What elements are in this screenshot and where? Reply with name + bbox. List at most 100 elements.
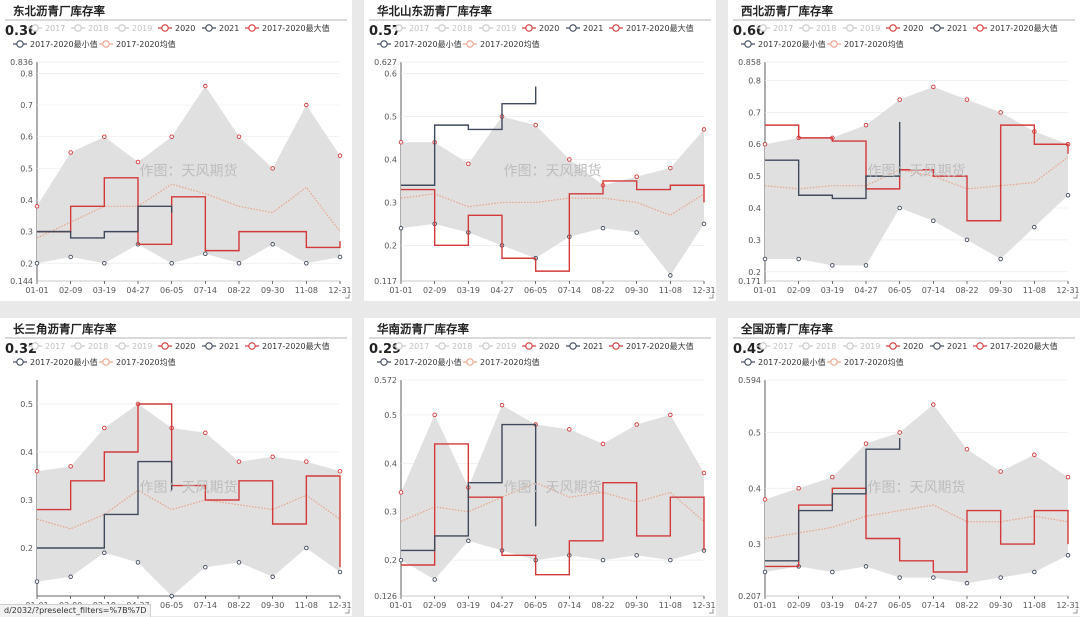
y-tick-label: 0.5 (20, 164, 33, 173)
legend-item-2017-2020最小值[interactable]: 2017-2020最小值 (741, 39, 826, 49)
svg-text:2017: 2017 (409, 342, 429, 351)
legend-item-2021[interactable]: 2021 (202, 342, 239, 351)
legend-item-2017-2020最小值[interactable]: 2017-2020最小值 (13, 357, 98, 367)
max-point (897, 430, 902, 435)
legend-item-2017[interactable]: 2017 (756, 342, 793, 351)
legend-item-2021[interactable]: 2021 (566, 24, 603, 33)
legend-item-2017[interactable]: 2017 (392, 342, 429, 351)
legend-item-2017[interactable]: 2017 (392, 24, 429, 33)
svg-text:2021: 2021 (583, 342, 603, 351)
legend-item-2020[interactable]: 2020 (158, 342, 195, 351)
legend-item-2021[interactable]: 2021 (930, 24, 967, 33)
legend-item-2020[interactable]: 2020 (522, 24, 559, 33)
legend-item-2021[interactable]: 2021 (202, 24, 239, 33)
y-tick-label: 0.2 (20, 544, 33, 553)
legend-item-2017-2020均值[interactable]: 2017-2020均值 (827, 357, 904, 367)
y-tick-label: 0.3 (20, 228, 33, 237)
max-point (398, 490, 404, 495)
x-tick-label: 02-09 (423, 601, 446, 610)
legend-item-2017-2020最大值[interactable]: 2017-2020最大值 (245, 341, 330, 351)
chart-panel-national: 全国沥青厂库存率 0.49 2017 2018 2019 2020 2021 2017-202… (728, 318, 1080, 616)
x-tick-label: 06-05 (524, 601, 547, 610)
legend-item-2020[interactable]: 2020 (522, 342, 559, 351)
svg-text:2019: 2019 (132, 24, 152, 33)
legend-item-2019[interactable]: 2019 (479, 24, 516, 33)
legend-item-2017-2020最大值[interactable]: 2017-2020最大值 (609, 341, 694, 351)
legend-item-2017-2020均值[interactable]: 2017-2020均值 (463, 39, 540, 49)
min-point (135, 560, 141, 565)
legend-item-2017-2020均值[interactable]: 2017-2020均值 (827, 39, 904, 49)
max-point (533, 122, 538, 128)
svg-text:2017-2020均值: 2017-2020均值 (480, 39, 540, 49)
legend-item-2021[interactable]: 2021 (566, 342, 603, 351)
legend-item-2017[interactable]: 2017 (28, 24, 65, 33)
y-tick-label: 0.858 (738, 58, 761, 67)
min-point (203, 251, 208, 257)
series-2021-line (37, 460, 173, 549)
svg-text:2021: 2021 (947, 342, 967, 351)
legend-item-2017-2020最小值[interactable]: 2017-2020最小值 (377, 357, 462, 367)
legend-item-2018[interactable]: 2018 (71, 342, 108, 351)
legend-item-2017-2020均值[interactable]: 2017-2020均值 (463, 357, 540, 367)
resize-handle-icon[interactable] (345, 609, 350, 614)
resize-handle-icon[interactable] (709, 294, 714, 299)
x-tick-label: 11-08 (659, 601, 682, 610)
x-tick-label: 08-22 (227, 286, 250, 295)
min-point (897, 575, 902, 580)
resize-handle-icon[interactable] (709, 609, 714, 614)
min-point (634, 230, 639, 235)
min-point (466, 538, 471, 544)
legend-item-2020[interactable]: 2020 (158, 24, 195, 33)
chart-title: 华北山东沥青厂库存率 (377, 4, 492, 18)
chart-title: 全国沥青厂库存率 (740, 322, 833, 336)
y-tick-label: 0.4 (384, 155, 397, 164)
legend-item-2017-2020最小值[interactable]: 2017-2020最小值 (377, 39, 462, 49)
resize-handle-icon[interactable] (1073, 609, 1078, 614)
legend-item-2017-2020均值[interactable]: 2017-2020均值 (99, 357, 176, 367)
x-tick-label: 09-30 (261, 601, 284, 610)
legend-item-2020[interactable]: 2020 (886, 24, 923, 33)
legend-item-2018[interactable]: 2018 (799, 342, 836, 351)
x-tick-label: 08-22 (955, 601, 978, 610)
legend-item-2017-2020均值[interactable]: 2017-2020均值 (99, 39, 176, 49)
x-tick-label: 11-08 (295, 601, 318, 610)
legend-item-2019[interactable]: 2019 (843, 342, 880, 351)
legend-item-2018[interactable]: 2018 (435, 342, 472, 351)
legend-item-2020[interactable]: 2020 (886, 342, 923, 351)
svg-text:2017-2020均值: 2017-2020均值 (116, 39, 176, 49)
x-tick-label: 11-08 (295, 286, 318, 295)
legend-item-2017-2020最大值[interactable]: 2017-2020最大值 (609, 23, 694, 33)
y-tick-label: 0.126 (374, 592, 397, 601)
legend-item-2018[interactable]: 2018 (435, 24, 472, 33)
min-point (897, 205, 902, 211)
legend-item-2021[interactable]: 2021 (930, 342, 967, 351)
legend-item-2017-2020最大值[interactable]: 2017-2020最大值 (973, 23, 1058, 33)
max-point (68, 464, 73, 469)
legend-item-2017-2020最小值[interactable]: 2017-2020最小值 (13, 39, 98, 49)
resize-handle-icon[interactable] (1073, 294, 1078, 299)
legend-item-2017-2020最小值[interactable]: 2017-2020最小值 (741, 357, 826, 367)
legend-item-2018[interactable]: 2018 (71, 24, 108, 33)
legend-item-2019[interactable]: 2019 (843, 24, 880, 33)
legend-item-2017[interactable]: 2017 (756, 24, 793, 33)
legend-item-2019[interactable]: 2019 (479, 342, 516, 351)
x-tick-label: 03-19 (457, 601, 480, 610)
resize-handle-icon[interactable] (345, 294, 350, 299)
legend-item-2019[interactable]: 2019 (115, 342, 152, 351)
legend-item-2019[interactable]: 2019 (115, 24, 152, 33)
svg-text:2017-2020最小值: 2017-2020最小值 (394, 357, 462, 367)
max-point (762, 497, 768, 502)
legend-item-2017-2020最大值[interactable]: 2017-2020最大值 (245, 23, 330, 33)
chart-title: 华南沥青厂库存率 (377, 322, 469, 336)
max-point (34, 204, 40, 209)
y-tick-label: 0.2 (748, 268, 761, 277)
legend-item-2018[interactable]: 2018 (799, 24, 836, 33)
min-point (964, 237, 970, 243)
x-tick-label: 07-14 (194, 601, 217, 610)
legend-item-2017-2020最大值[interactable]: 2017-2020最大值 (973, 341, 1058, 351)
legend-item-2017[interactable]: 2017 (28, 342, 65, 351)
x-tick-label: 02-09 (787, 601, 810, 610)
max-point (863, 122, 869, 128)
max-point (964, 446, 970, 452)
